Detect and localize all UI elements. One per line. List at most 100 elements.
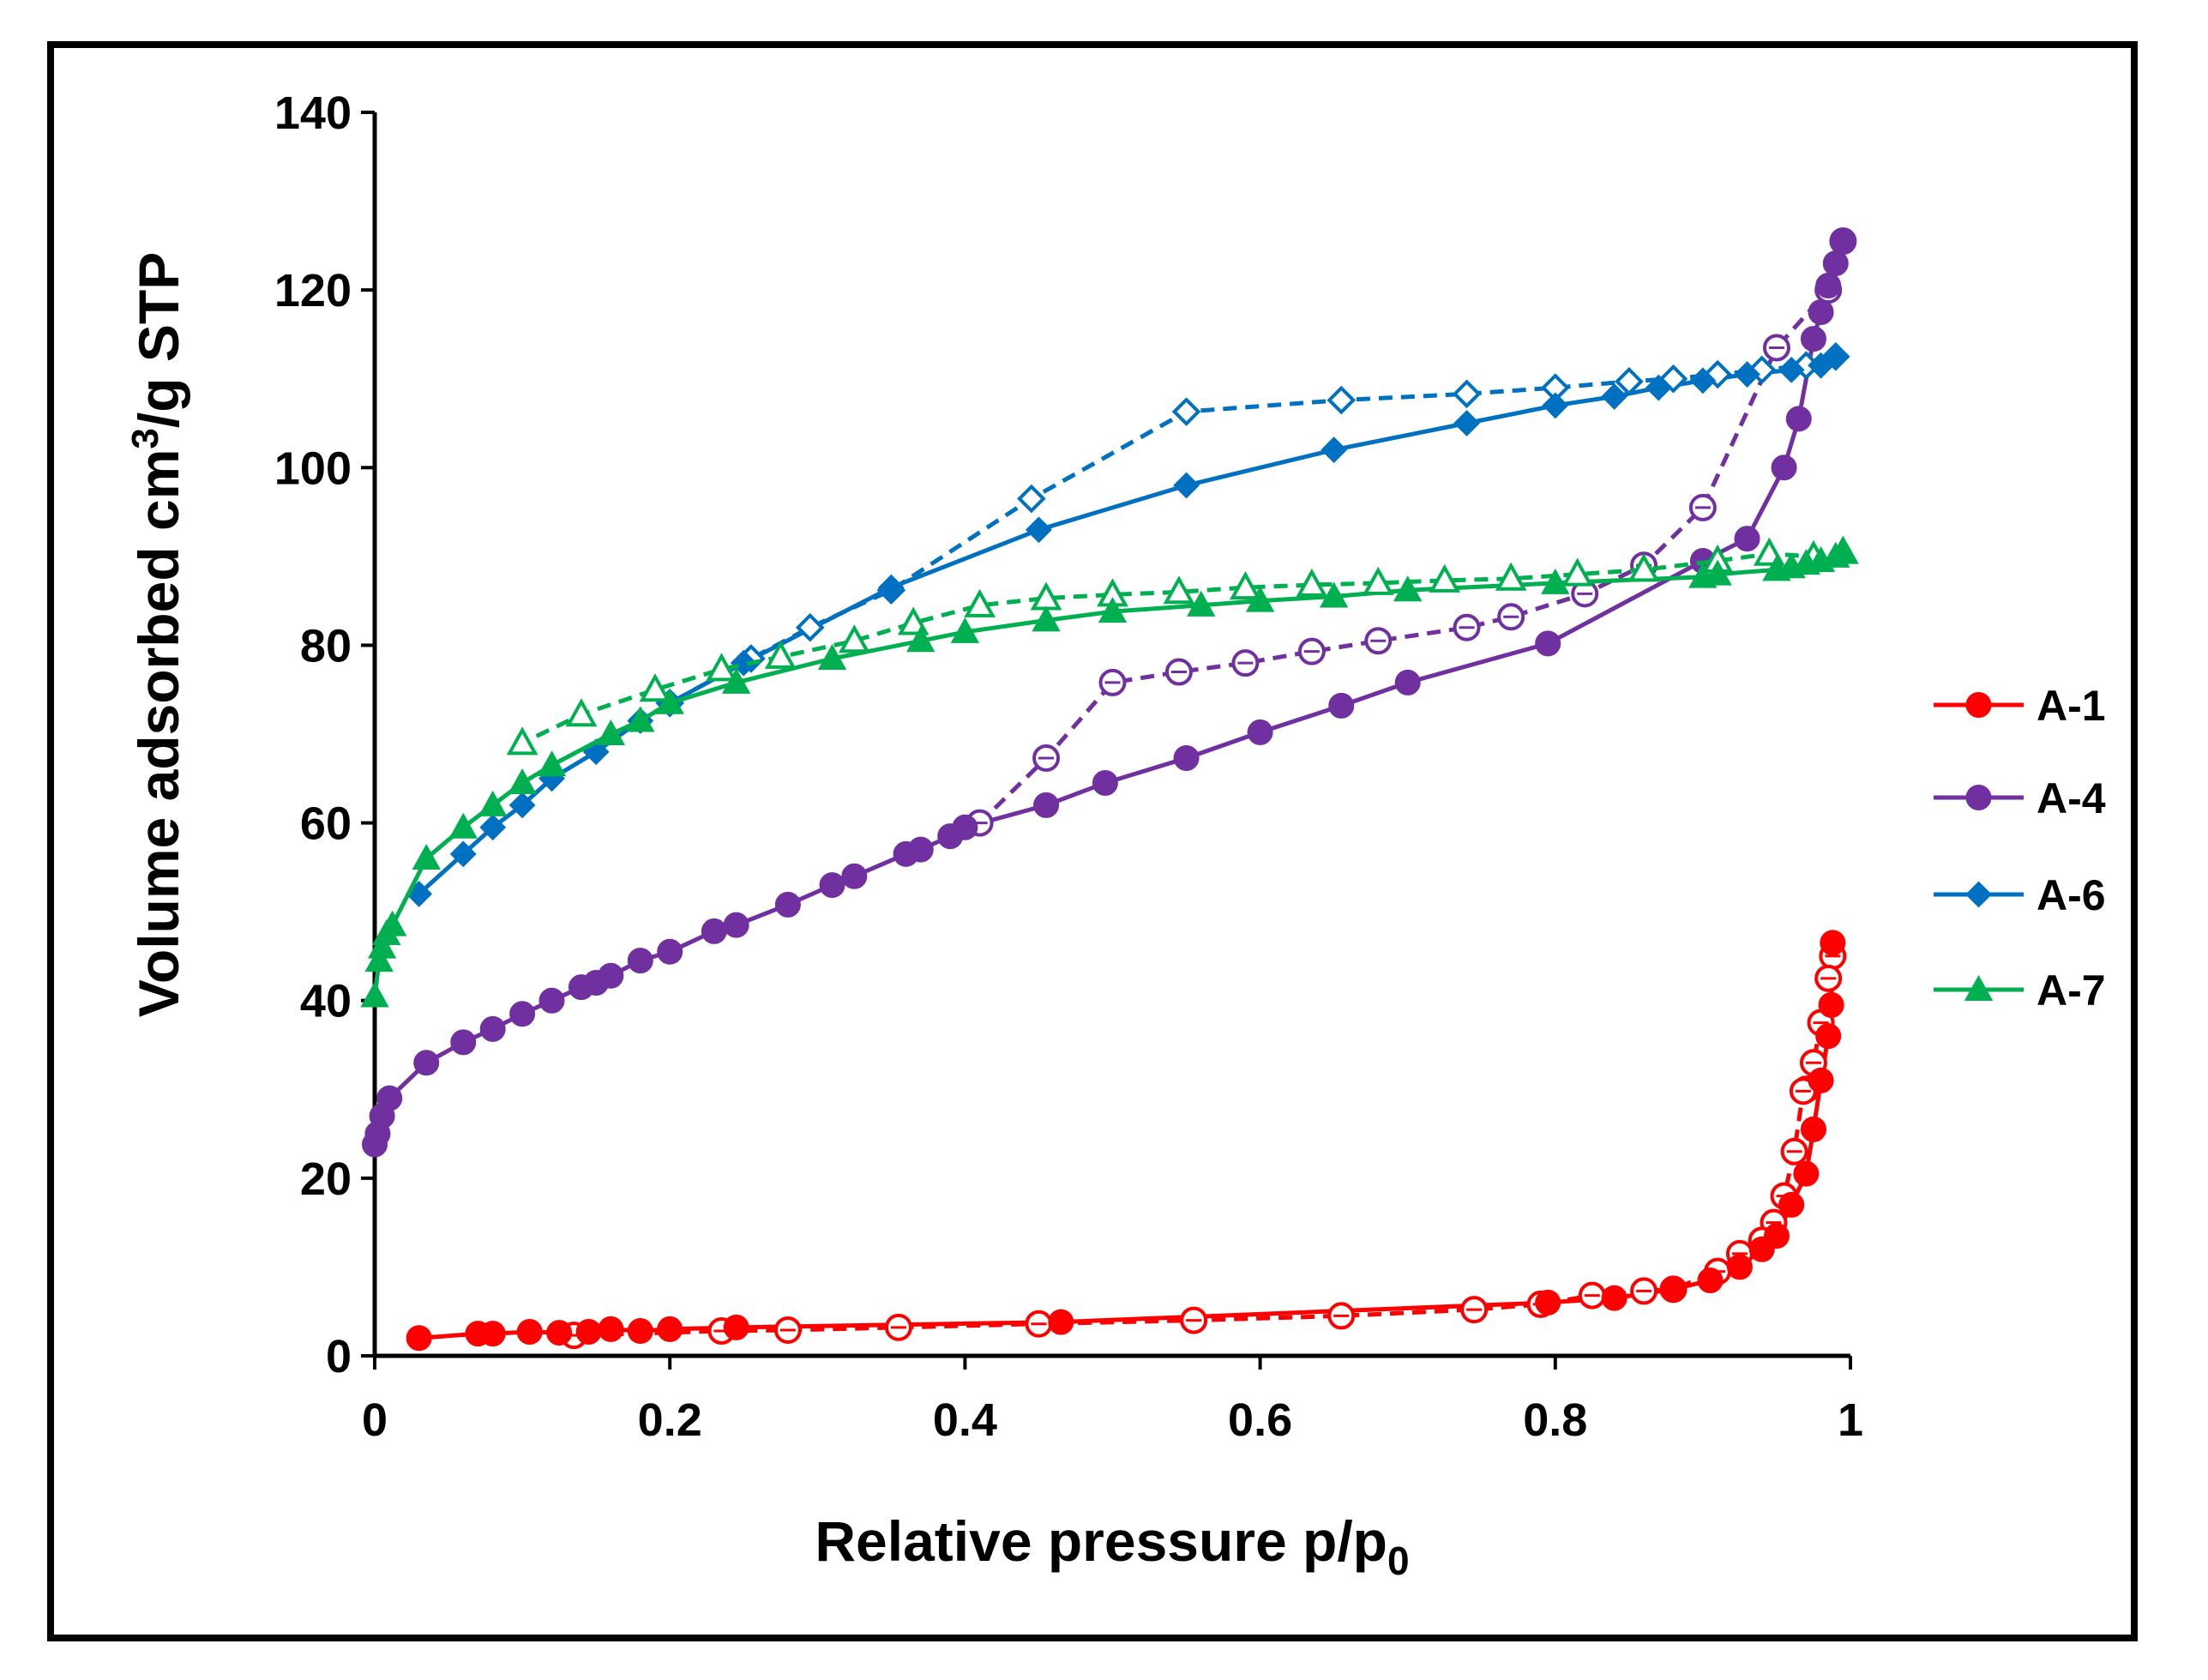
x-tick-label: 1 [1838, 1394, 1863, 1446]
a-1-adsorption-point [1726, 1254, 1753, 1280]
a-7-adsorption-point [626, 706, 655, 732]
a-6-desorption-point [1017, 484, 1046, 514]
a-7-adsorption-point [377, 910, 407, 936]
a-7-adsorption-point [817, 643, 847, 670]
a-4-adsorption-point [701, 918, 727, 944]
a-1-adsorption-point [406, 1325, 432, 1352]
legend-label-a-4: A-4 [2037, 774, 2106, 822]
a-4-adsorption-point [479, 1015, 506, 1042]
a-6-desorption-point [1327, 385, 1357, 415]
a-7-adsorption-point [1032, 605, 1061, 632]
y-tick-label: 0 [326, 1331, 352, 1382]
a-7-desorption-point [1627, 553, 1660, 582]
a-4-adsorption-point [450, 1029, 477, 1056]
a-7-adsorption-point [537, 750, 567, 777]
a-6-adsorption-point [1321, 437, 1348, 463]
a-1-adsorption-point [1808, 1067, 1834, 1093]
y-tick-label: 80 [300, 620, 352, 671]
a-6-adsorption-point [1453, 410, 1480, 437]
y-tick-label: 100 [274, 443, 352, 494]
a-4-adsorption-point [1830, 228, 1856, 255]
legend-marker-a-1 [1965, 692, 1992, 718]
a-4-adsorption-point [1808, 299, 1834, 326]
a-7-adsorption-point [950, 617, 980, 643]
a-4-adsorption-point [1033, 792, 1060, 818]
a-7-adsorption-point [360, 981, 389, 1008]
a-6-adsorption-point [449, 840, 477, 868]
a-4-adsorption-point [952, 814, 978, 840]
a-7-adsorption-point [508, 768, 537, 794]
a-4-adsorption-point [774, 891, 801, 918]
x-axis-title: Relative pressure p/p0 [815, 1509, 1409, 1583]
a-1-adsorption-point [1763, 1223, 1790, 1249]
a-1-adsorption-point [657, 1316, 683, 1342]
a-6-adsorption-point [1822, 343, 1850, 370]
a-6-adsorption-line [417, 354, 1838, 896]
a-7-adsorption-point [1393, 575, 1423, 602]
a-1-adsorption-point [1800, 1116, 1826, 1142]
a-4-adsorption-point [1785, 406, 1812, 432]
a-6-adsorption-point [479, 814, 507, 841]
a-4-desorption-line [978, 240, 1845, 825]
a-7-adsorption-point [1541, 568, 1570, 594]
a-7-desorption-line [521, 550, 1844, 745]
a-6-adsorption-point [1689, 367, 1717, 394]
a-4-adsorption-point [1247, 719, 1273, 745]
a-4-adsorption-point [598, 962, 624, 989]
legend-marker-a-4 [1965, 785, 1992, 810]
a-4-adsorption-point [1771, 455, 1797, 481]
a-4-adsorption-point [1328, 692, 1355, 719]
a-7-adsorption-point [1098, 597, 1128, 623]
a-1-adsorption-point [575, 1319, 602, 1346]
a-7-desorption-point [897, 606, 930, 635]
legend-item-a-7: A-7 [1934, 966, 2106, 1015]
a-7-adsorption-point [596, 719, 626, 745]
a-4-adsorption-point [1535, 630, 1561, 657]
a-7-adsorption-point [721, 667, 751, 694]
a-7-desorption-point [1429, 563, 1461, 593]
a-1-adsorption-point [1535, 1289, 1561, 1316]
legend-item-a-4: A-4 [1934, 774, 2106, 822]
x-tick-label: 0.4 [933, 1394, 997, 1446]
a-1-adsorption-point [1815, 1023, 1842, 1050]
figure-border [47, 41, 2138, 1641]
y-tick-label: 120 [274, 265, 352, 316]
a-7-adsorption-point [364, 946, 394, 972]
a-4-adsorption-point [1734, 526, 1760, 552]
y-tick-label: 40 [300, 976, 352, 1027]
a-7-desorption-point [565, 698, 598, 727]
a-7-desorption-point [639, 673, 671, 702]
legend-label-a-1: A-1 [2037, 682, 2106, 730]
a-1-adsorption-point [516, 1319, 543, 1346]
a-4-adsorption-point [376, 1085, 403, 1111]
a-4-adsorption-point [657, 938, 683, 965]
a-7-desorption-point [506, 726, 538, 756]
series-a-1 [406, 930, 1847, 1352]
a-6-adsorption-point [1645, 374, 1672, 401]
a-7-desorption-point [964, 588, 996, 617]
a-4-adsorption-point [1822, 250, 1849, 277]
a-4-adsorption-point [723, 912, 749, 938]
a-7-adsorption-point [1319, 581, 1349, 608]
legend-item-a-6: A-6 [1934, 871, 2106, 919]
legend-item-a-1: A-1 [1934, 682, 2106, 730]
a-4-adsorption-point [907, 836, 934, 863]
a-7-adsorption-point [1703, 559, 1732, 586]
a-7-adsorption-point [412, 843, 441, 870]
a-4-adsorption-point [819, 872, 845, 899]
series-a-6 [406, 341, 1850, 907]
a-1-adsorption-point [479, 1321, 506, 1347]
a-7-desorption-point [1296, 568, 1328, 597]
a-4-adsorption-point [1092, 769, 1118, 796]
y-tick-label: 20 [300, 1153, 352, 1205]
a-7-desorption-point [1163, 575, 1195, 605]
series-layer [360, 227, 1859, 1352]
a-6-adsorption-point [1778, 356, 1805, 383]
a-4-adsorption-point [627, 948, 653, 974]
a-4-adsorption-point [1815, 272, 1842, 298]
x-tick-label: 0.6 [1228, 1394, 1292, 1446]
a-4-adsorption-point [413, 1050, 440, 1076]
a-1-adsorption-point [1048, 1309, 1074, 1335]
a-6-desorption-point [795, 612, 825, 642]
